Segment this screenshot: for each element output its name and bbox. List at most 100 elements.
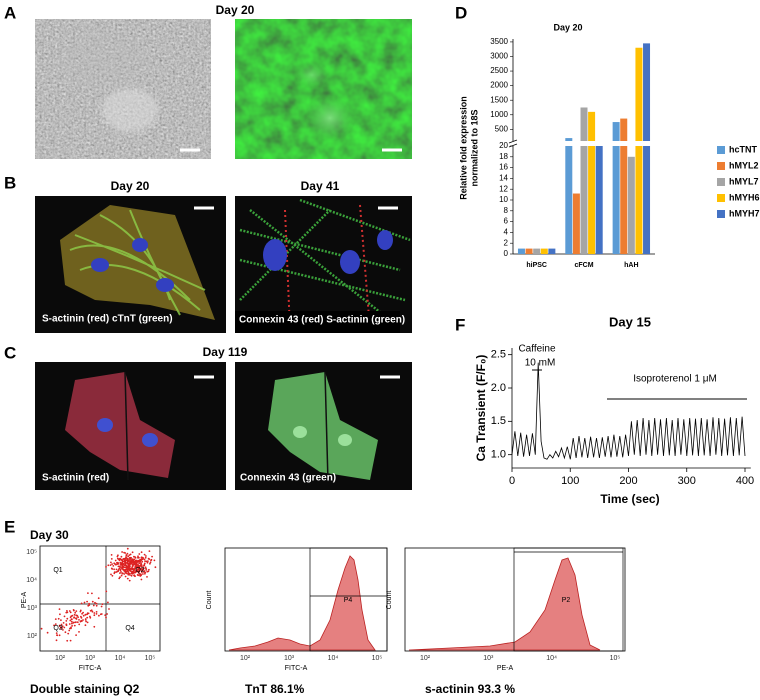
event-dot [126,547,129,550]
bar [548,248,556,254]
x-tick-label: 10⁴ [115,655,126,662]
y-axis-label: normalized to 18S [469,109,479,186]
event-dot [65,611,68,614]
event-dot [75,634,77,636]
event-dot [140,558,143,560]
event-dot [63,615,66,618]
event-dot [107,601,109,604]
y-tick-label: 14 [499,174,508,183]
event-dot [106,613,108,615]
x-axis-label: FITC-A [285,665,308,672]
bar [540,248,548,254]
event-dot [69,619,72,622]
event-dot [112,565,115,567]
event-dot [119,572,121,574]
event-dot [75,621,77,623]
legend-swatch [717,210,725,218]
flow-histogram [404,547,626,652]
y-tick-label: 10² [27,633,38,640]
event-dot [122,558,124,561]
bar [580,146,588,254]
flow-plot [39,545,161,652]
event-dot [127,573,130,576]
event-dot [144,571,147,574]
bar [635,146,643,254]
event-dot [138,570,141,573]
y-tick-label: 2.5 [491,349,506,361]
legend-label: hcTNT [729,144,758,154]
panel-label: E [4,517,15,536]
y-axis-label: Relative fold expression [458,96,468,200]
y-tick-label: 0 [504,249,509,258]
image-caption: S-actinin (red) cTnT (green) [42,314,173,325]
event-dot [73,613,76,616]
event-dot [146,570,149,573]
event-dot [59,613,61,616]
event-dot [89,609,92,612]
event-dot [118,565,121,568]
event-dot [84,619,87,621]
event-dot [75,618,78,620]
plot-caption: TnT 86.1% [245,682,305,696]
event-dot [117,565,120,568]
event-dot [134,571,137,574]
data-line [511,362,746,460]
event-dot [100,605,103,608]
event-dot [56,634,59,637]
event-dot [132,568,135,571]
event-dot [150,559,152,562]
event-dot [117,561,119,564]
event-dot [154,566,157,569]
event-dot [138,562,141,564]
event-dot [66,610,68,612]
event-dot [135,561,137,564]
event-dot [91,592,93,595]
event-dot [131,572,134,575]
event-dot [101,603,104,606]
bar [565,146,573,254]
event-dot [119,576,121,579]
micrograph: S-actinin (red) cTnT (green) [35,196,226,333]
event-dot [129,557,132,560]
event-dot [132,570,135,573]
event-dot [79,610,82,613]
event-dot [148,568,150,571]
x-tick-label: 200 [619,475,637,487]
event-dot [80,619,83,622]
event-dot [121,551,123,553]
event-dot [129,570,132,572]
legend-label: hMYL2 [729,160,759,170]
event-dot [74,611,77,614]
panel-label: D [455,3,467,22]
event-dot [128,568,131,570]
event-dot [110,561,112,564]
event-dot [111,568,114,570]
event-dot [62,629,64,631]
y-tick-label: 12 [499,184,508,193]
micrograph: Connexin 43 (green) [235,362,412,490]
event-dot [148,558,151,560]
x-tick-label: 10⁵ [145,655,156,662]
y-axis-label: Ca Transient (F/F₀) [474,355,488,462]
event-dot [40,627,43,630]
bar [525,248,533,254]
y-tick-label: 1.5 [491,415,506,427]
event-dot [136,574,139,576]
bar [612,146,620,254]
bar [533,248,541,254]
event-dot [116,555,119,558]
event-dot [86,616,89,619]
plot-caption: s-actinin 93.3 % [425,682,515,696]
event-dot [120,562,122,565]
event-dot [121,572,124,575]
x-tick-label: 10³ [284,655,295,662]
event-dot [129,553,132,556]
event-dot [121,567,123,569]
event-dot [87,592,89,594]
event-dot [128,566,131,569]
event-dot [142,565,145,567]
event-dot [143,562,146,565]
x-tick-label: 10² [420,655,431,662]
event-dot [94,601,96,604]
flow-histogram [224,547,388,652]
